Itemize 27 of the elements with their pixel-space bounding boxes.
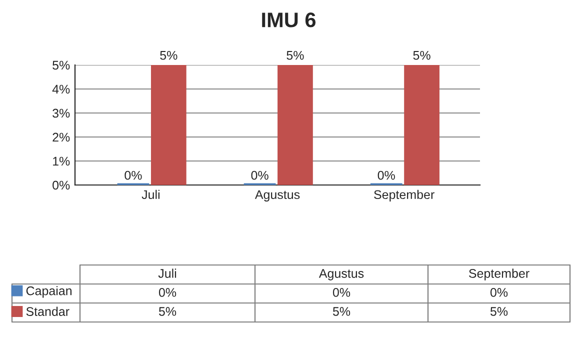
text: 5% — [490, 307, 508, 316]
text: 0% — [490, 288, 508, 297]
y-tick-label: 4% — [52, 84, 70, 94]
text: 5% — [158, 307, 176, 316]
text: 0% — [332, 288, 350, 297]
x-tick-label: Juli — [142, 190, 160, 200]
data-label: 0% — [124, 170, 142, 180]
data-label: 5% — [160, 50, 178, 60]
y-tick-label: 5% — [52, 60, 70, 70]
chart-title: IMU 6 — [262, 12, 316, 28]
y-tick-label: 2% — [52, 132, 70, 142]
category-label: September — [469, 268, 530, 280]
text: 0% — [158, 288, 176, 297]
legend-label: Capaian — [26, 286, 72, 298]
category-label: Juli — [158, 268, 176, 278]
x-tick-label: Agustus — [254, 190, 300, 202]
legend-label: Standar — [26, 306, 70, 316]
category-label: Agustus — [318, 269, 364, 280]
text: 5% — [332, 307, 350, 316]
data-label: 5% — [413, 50, 430, 60]
y-tick-label: 0% — [52, 180, 70, 190]
y-tick-label: 3% — [52, 108, 70, 118]
x-tick-label: September — [374, 190, 434, 202]
data-label: 0% — [378, 170, 395, 180]
data-label: 0% — [251, 170, 268, 180]
y-tick-label: 1% — [53, 156, 70, 166]
data-label: 5% — [286, 50, 304, 60]
